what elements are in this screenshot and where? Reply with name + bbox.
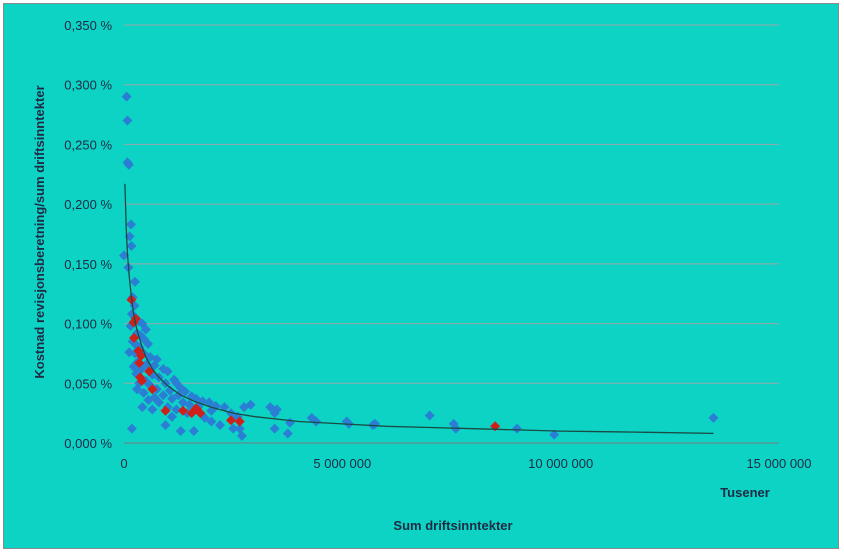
x-tick-label: 5 000 000 (313, 456, 371, 471)
data-point-blue (188, 426, 199, 437)
data-point-blue (164, 385, 175, 396)
data-point-blue (175, 426, 186, 437)
data-point-red (136, 375, 147, 386)
data-point-blue (143, 395, 154, 406)
trendline (124, 183, 714, 435)
data-point-blue (167, 411, 178, 422)
x-axis-tick-labels: 0 5 000 000 10 000 000 15 000 000 (120, 456, 811, 471)
data-point-blue (284, 417, 295, 428)
data-point-blue (158, 390, 169, 401)
data-point-red (191, 403, 202, 414)
data-point-blue (122, 115, 133, 126)
data-point-red (134, 357, 145, 368)
y-tick-label: 0,200 % (64, 197, 112, 212)
data-point-red (160, 405, 171, 416)
chart-background: 0,000 % 0,050 % 0,100 % 0,150 % 0,200 % 0,250… (3, 3, 839, 549)
data-point-blue (123, 159, 134, 170)
data-point-blue (204, 397, 215, 408)
data-point-blue (147, 404, 158, 415)
data-point-red (225, 415, 236, 426)
data-point-blue (121, 91, 132, 102)
y-axis-title: Kostnad revisjonsberetning/sum driftsinn… (32, 85, 47, 378)
data-point-red (136, 350, 147, 361)
data-point-blue (124, 347, 135, 358)
data-point-blue (245, 399, 256, 410)
data-point-blue (126, 240, 137, 251)
y-axis-tick-labels: 0,000 % 0,050 % 0,100 % 0,150 % 0,200 % 0,250… (64, 18, 112, 451)
data-point-blue (236, 430, 247, 441)
data-point-blue (167, 393, 178, 404)
data-point-blue (129, 276, 140, 287)
x-axis-title: Sum driftsinntekter (393, 518, 512, 533)
data-point-blue (512, 423, 522, 434)
data-point-blue (132, 384, 143, 395)
x-axis-unit-label: Tusener (720, 485, 770, 500)
data-point-blue (269, 423, 280, 434)
data-point-blue (153, 397, 164, 408)
y-tick-label: 0,050 % (64, 376, 112, 391)
data-point-blue (180, 386, 191, 397)
data-point-blue (171, 404, 182, 415)
y-tick-label: 0,250 % (64, 137, 112, 152)
data-point-blue (282, 428, 293, 439)
x-tick-label: 10 000 000 (528, 456, 593, 471)
data-point-blue (424, 410, 435, 421)
y-tick-label: 0,350 % (64, 18, 112, 33)
data-point-blue (549, 429, 560, 440)
data-point-blue (140, 324, 151, 335)
data-point-blue (173, 390, 184, 401)
data-point-blue (137, 402, 148, 413)
data-point-blue (138, 387, 149, 398)
data-point-blue (160, 420, 171, 431)
data-point-blue (311, 416, 322, 427)
y-tick-label: 0,000 % (64, 436, 112, 451)
gridlines (124, 24, 779, 444)
y-tick-label: 0,300 % (64, 78, 112, 93)
scatter-chart: 0,000 % 0,050 % 0,100 % 0,150 % 0,200 % 0,250… (32, 18, 812, 533)
data-point-blue (184, 399, 195, 410)
data-point-blue (126, 423, 137, 434)
data-point-red (177, 405, 188, 416)
data-point-blue (119, 250, 129, 261)
data-point-blue (215, 420, 226, 431)
data-point-blue (125, 219, 136, 230)
data-point-blue (143, 338, 154, 349)
data-point-blue (269, 408, 280, 419)
data-point-blue (228, 423, 239, 434)
data-point-blue (708, 412, 719, 423)
data-point-red (129, 332, 140, 343)
data-point-blue (206, 416, 217, 427)
x-tick-label: 0 (120, 456, 127, 471)
data-point-red (147, 384, 158, 395)
x-tick-label: 15 000 000 (746, 456, 811, 471)
data-point-red (234, 416, 245, 427)
y-tick-label: 0,150 % (64, 257, 112, 272)
y-tick-label: 0,100 % (64, 317, 112, 332)
data-point-blue (162, 366, 173, 377)
